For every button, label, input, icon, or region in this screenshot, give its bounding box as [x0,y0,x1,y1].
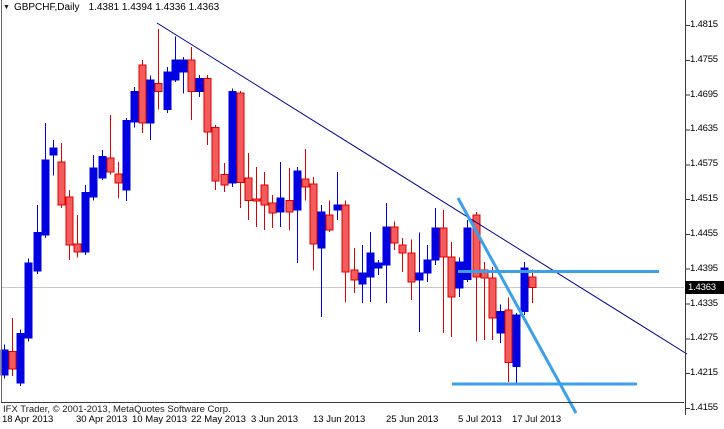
candle-body [138,64,147,124]
candle-body [65,196,74,246]
candle-body [325,214,334,231]
candle-body [374,262,383,269]
candle-body [187,59,196,93]
candle-body [260,184,269,206]
candle-body [415,272,424,281]
candle-body [73,243,82,253]
price-axis-label: 1.4635 [690,123,718,135]
candle-body [33,232,42,272]
candlestick-series [0,29,537,386]
candle-body [350,269,359,281]
symbol-period-label: GBPCHF,Daily [13,2,80,13]
candle-body [154,83,163,93]
candle-body [463,227,472,281]
candle-body [49,147,58,156]
candle-body [309,183,318,245]
candle-body [268,202,277,214]
copyright-notice: IFX Trader, © 2001-2013, MetaQuotes Soft… [3,404,231,415]
date-axis-label: 25 Jun 2013 [386,414,439,425]
candle-body [98,156,107,179]
candle-body [195,77,204,93]
candle-body [301,178,310,188]
bid-price-label: 1.4363 [685,281,724,294]
candle-body [382,226,391,266]
steep-trendline[interactable] [456,197,578,414]
candle-body [423,259,432,274]
candle-body [520,267,529,313]
candle-body [179,59,188,73]
price-axis-label: 1.4695 [690,88,718,100]
candle-body [528,276,537,288]
price-axis-label: 1.4515 [690,193,718,205]
candle-body [472,214,481,278]
candle-body [41,159,50,236]
symbol-dropdown-icon[interactable]: ▼ [3,4,10,11]
ohlc-readout: 1.4381 1.4394 1.4336 1.4363 [88,2,220,13]
price-axis-label: 1.4455 [690,227,718,239]
candle-body [504,309,513,364]
chart-title: ▼ GBPCHF,Daily 1.4381 1.4394 1.4336 1.4363 [3,2,219,13]
date-axis-label: 10 May 2013 [132,414,187,425]
candle-body [390,226,399,244]
candle-body [496,311,505,334]
price-axis-label: 1.4575 [690,158,718,170]
candle-body [16,333,25,384]
candle-body [220,174,229,186]
candle-body [171,59,180,81]
candle-body [431,227,440,261]
candle-body [480,269,489,279]
candle-body [276,197,285,213]
date-axis-label: 18 Apr 2013 [2,414,54,425]
candle-body [203,77,212,133]
candle-body [285,199,294,213]
candle-body [130,91,139,123]
candle-body [106,157,115,173]
candle-body [228,91,237,184]
candle-body [163,71,172,111]
candle-body [244,177,253,201]
candle-body [0,349,9,376]
price-axis-label: 1.4395 [690,262,718,274]
candle-body [89,167,98,198]
candle-body [146,79,155,124]
candle-body [81,192,90,253]
date-axis-label: 30 Apr 2013 [76,414,128,425]
date-axis-label: 22 May 2013 [191,414,246,425]
candle-body [122,120,131,191]
candle-body [366,252,375,278]
price-axis-label: 1.4755 [690,53,718,65]
price-axis-label: 1.4335 [690,297,718,309]
candle-body [317,211,326,249]
candle-body [24,262,33,339]
candle-body [293,170,302,211]
date-axis-label: 5 Jul 2013 [458,414,502,425]
candle-body [488,277,497,319]
candle-body [407,252,416,283]
price-axis-label: 1.4215 [690,367,718,379]
candle-body [8,351,17,370]
candle-body [398,244,407,254]
price-axis-label: 1.4815 [690,19,718,30]
candle-body [447,256,456,298]
descending-trendline[interactable] [156,22,688,355]
candle-body [455,261,464,289]
candle-body [252,198,261,202]
candle-body [439,227,448,258]
date-axis-label: 3 Jun 2013 [251,414,299,425]
candle-body [211,127,220,182]
date-axis-label: 13 Jun 2013 [313,414,366,425]
candle-body [512,314,521,367]
candle-body [236,92,245,183]
price-axis-label: 1.4155 [690,402,718,413]
candle-body [333,204,342,211]
price-axis-label: 1.4275 [690,332,718,344]
candle-body [57,161,66,206]
candle-body [358,272,367,285]
candle-body [341,204,350,273]
date-axis-label: 17 Jul 2013 [512,414,562,425]
candle-body [114,173,123,184]
